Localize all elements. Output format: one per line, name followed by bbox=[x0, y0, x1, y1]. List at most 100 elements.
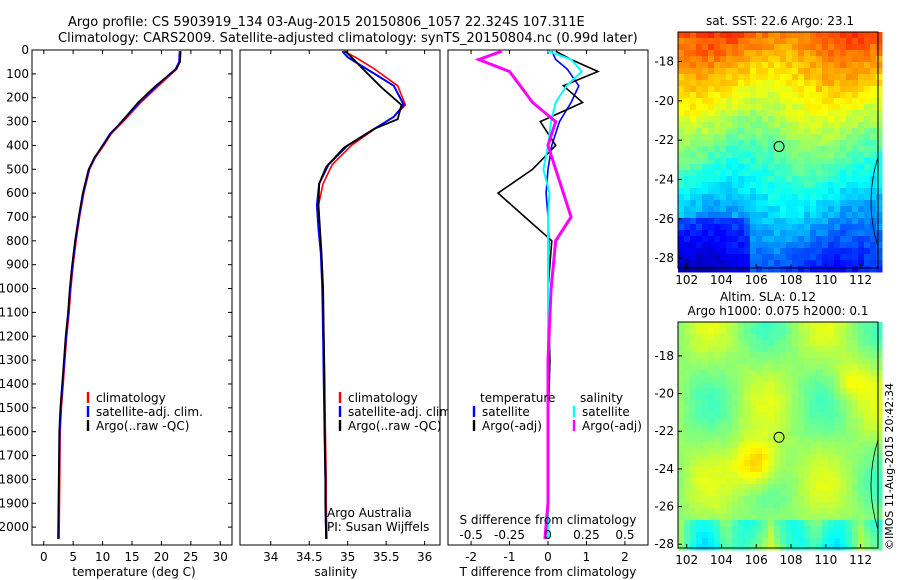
map-cell bbox=[846, 74, 853, 81]
map-cell bbox=[696, 394, 703, 401]
map-cell bbox=[714, 490, 721, 497]
map-cell bbox=[780, 38, 787, 45]
map-cell bbox=[756, 508, 763, 515]
map-cell bbox=[816, 430, 823, 437]
map-cell bbox=[810, 74, 817, 81]
map-cell bbox=[828, 122, 835, 129]
map-cell bbox=[804, 466, 811, 473]
map-cell bbox=[756, 382, 763, 389]
map-cell bbox=[852, 188, 859, 195]
map-cell bbox=[684, 430, 691, 437]
map-cell bbox=[786, 260, 793, 267]
map-cell bbox=[774, 532, 781, 539]
map-cell bbox=[804, 484, 811, 491]
map-cell bbox=[750, 328, 757, 335]
map-cell bbox=[684, 170, 691, 177]
map-cell bbox=[876, 158, 883, 165]
map-cell bbox=[876, 80, 883, 87]
coastline bbox=[870, 439, 879, 530]
map-cell bbox=[840, 194, 847, 201]
map-cell bbox=[792, 260, 799, 267]
map-cell bbox=[870, 412, 877, 419]
map-cell bbox=[846, 80, 853, 87]
map-cell bbox=[768, 182, 775, 189]
map-cell bbox=[708, 68, 715, 75]
map-cell bbox=[708, 364, 715, 371]
map-cell bbox=[696, 128, 703, 135]
map-cell bbox=[852, 406, 859, 413]
map-cell bbox=[702, 134, 709, 141]
map-cell bbox=[852, 236, 859, 243]
map-cell bbox=[834, 86, 841, 93]
map-cell bbox=[678, 146, 685, 153]
map-cell bbox=[876, 406, 883, 413]
map-cell bbox=[852, 538, 859, 545]
map-cell bbox=[756, 484, 763, 491]
map-cell bbox=[750, 140, 757, 147]
map-cell bbox=[684, 376, 691, 383]
map-cell bbox=[690, 146, 697, 153]
map-cell bbox=[780, 176, 787, 183]
map-cell bbox=[708, 152, 715, 159]
map-cell bbox=[720, 454, 727, 461]
map-cell bbox=[840, 472, 847, 479]
map-cell bbox=[744, 436, 751, 443]
map-cell bbox=[690, 496, 697, 503]
map-cell bbox=[834, 80, 841, 87]
map-cell bbox=[720, 236, 727, 243]
map-cell bbox=[714, 352, 721, 359]
map-cell bbox=[678, 472, 685, 479]
map-cell bbox=[726, 478, 733, 485]
map-cell bbox=[846, 212, 853, 219]
map-cell bbox=[876, 364, 883, 371]
map-cell bbox=[720, 496, 727, 503]
map-cell bbox=[720, 248, 727, 255]
map-cell bbox=[810, 140, 817, 147]
map-cell bbox=[726, 400, 733, 407]
map-cell bbox=[720, 334, 727, 341]
map-cell bbox=[774, 400, 781, 407]
map-cell bbox=[768, 454, 775, 461]
map-cell bbox=[786, 116, 793, 123]
map-cell bbox=[762, 188, 769, 195]
map-cell bbox=[762, 164, 769, 171]
map-cell bbox=[828, 460, 835, 467]
map-cell bbox=[792, 254, 799, 261]
map-cell bbox=[762, 346, 769, 353]
map-cell bbox=[828, 436, 835, 443]
map-cell bbox=[732, 206, 739, 213]
map-cell bbox=[702, 176, 709, 183]
map-cell bbox=[750, 248, 757, 255]
map-cell bbox=[684, 508, 691, 515]
map-cell bbox=[696, 430, 703, 437]
map-cell bbox=[702, 110, 709, 117]
map-cell bbox=[696, 508, 703, 515]
map-cell bbox=[678, 394, 685, 401]
map-cell bbox=[774, 364, 781, 371]
map-cell bbox=[852, 80, 859, 87]
map-cell bbox=[738, 496, 745, 503]
map-cell bbox=[726, 472, 733, 479]
map-cell bbox=[714, 466, 721, 473]
map-cell bbox=[858, 86, 865, 93]
map-cell bbox=[738, 472, 745, 479]
map-cell bbox=[870, 104, 877, 111]
map-cell bbox=[876, 484, 883, 491]
map-cell bbox=[720, 194, 727, 201]
series-line-s-argo-adj- bbox=[474, 49, 573, 540]
map-cell bbox=[720, 134, 727, 141]
map-cell bbox=[720, 44, 727, 51]
map-cell bbox=[684, 478, 691, 485]
map-cell bbox=[870, 32, 877, 39]
map-cell bbox=[690, 526, 697, 533]
map-cell bbox=[768, 352, 775, 359]
y-tick-label: -28 bbox=[654, 537, 674, 551]
map-cell bbox=[858, 44, 865, 51]
map-cell bbox=[780, 418, 787, 425]
map-cell bbox=[702, 140, 709, 147]
map-cell bbox=[690, 436, 697, 443]
map-cell bbox=[864, 200, 871, 207]
map-cell bbox=[762, 86, 769, 93]
map-cell bbox=[864, 472, 871, 479]
map-cell bbox=[738, 502, 745, 509]
